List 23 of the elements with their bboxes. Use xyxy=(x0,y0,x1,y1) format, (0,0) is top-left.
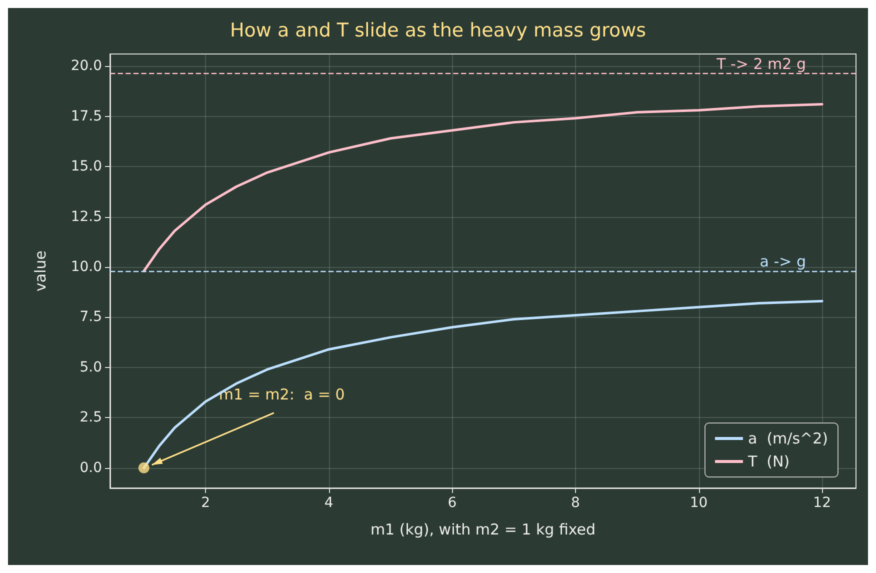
ref-line-label: a -> g xyxy=(760,252,806,270)
y-tick-label: 7.5 xyxy=(80,309,102,326)
x-tick-label: 6 xyxy=(448,495,457,511)
y-tick-label: 20.0 xyxy=(70,58,102,74)
x-tick-label: 12 xyxy=(813,495,832,511)
x-tick-label: 8 xyxy=(571,495,580,511)
y-axis-title: value xyxy=(32,250,50,292)
x-tick-label: 4 xyxy=(324,495,334,511)
y-tick-label: 10.0 xyxy=(70,258,102,275)
x-tick-label: 2 xyxy=(201,495,210,511)
y-tick-label: 12.5 xyxy=(70,208,102,225)
legend-label: T (N) xyxy=(746,452,790,470)
x-axis-title: m1 (kg), with m2 = 1 kg fixed xyxy=(370,520,596,538)
y-tick-label: 5.0 xyxy=(80,359,102,376)
x-tick-label: 10 xyxy=(690,495,708,511)
chart-title: How a and T slide as the heavy mass grows xyxy=(230,20,646,42)
y-tick-label: 17.5 xyxy=(70,108,102,124)
y-tick-label: 15.0 xyxy=(70,158,102,175)
line-series xyxy=(142,102,824,272)
legend-label: a (m/s^2) xyxy=(748,430,828,448)
y-tick-label: 0.0 xyxy=(80,460,102,476)
y-tick-label: 2.5 xyxy=(80,410,102,426)
ref-line-label: T -> 2 m2 g xyxy=(716,55,806,74)
